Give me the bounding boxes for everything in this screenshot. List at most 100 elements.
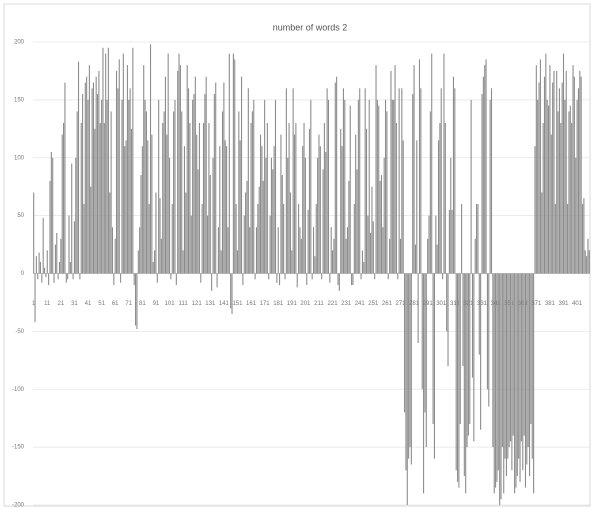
chart-title: number of words 2 — [273, 22, 348, 32]
bar — [140, 175, 142, 274]
bar — [143, 65, 145, 274]
bar — [152, 261, 154, 274]
bar — [455, 273, 457, 471]
bar — [404, 273, 406, 413]
bar — [268, 273, 270, 280]
bar — [57, 273, 59, 280]
bar — [65, 273, 67, 283]
bar — [116, 70, 118, 274]
bar — [552, 82, 554, 274]
bar — [76, 111, 78, 274]
bar — [390, 70, 392, 274]
bar — [124, 146, 126, 274]
bar — [448, 209, 450, 274]
bar — [202, 123, 205, 274]
y-tick-label: 100 — [14, 155, 25, 161]
bar — [466, 273, 468, 448]
bar — [587, 238, 589, 274]
bar — [56, 232, 58, 274]
bar — [136, 273, 138, 330]
bar — [148, 204, 150, 274]
bar — [379, 180, 381, 274]
bar — [120, 273, 122, 283]
x-tick-label: 281 — [409, 301, 420, 307]
bar — [474, 238, 476, 274]
bar — [440, 88, 442, 274]
bar — [338, 273, 340, 291]
x-tick-label: 71 — [125, 301, 132, 307]
bar — [522, 273, 524, 471]
bar — [543, 76, 546, 274]
bar — [41, 273, 43, 283]
x-tick-label: 171 — [260, 301, 271, 307]
bar — [49, 180, 51, 274]
bar — [162, 123, 164, 274]
bar — [283, 204, 285, 274]
bar — [416, 140, 418, 274]
bar — [68, 215, 70, 274]
bar — [98, 70, 100, 274]
bar — [174, 99, 176, 274]
bar — [361, 250, 363, 274]
bar — [450, 157, 452, 274]
bar — [226, 146, 228, 274]
bar — [429, 111, 431, 274]
bar — [101, 99, 103, 274]
bar — [149, 44, 152, 274]
bar — [333, 238, 335, 274]
bar — [118, 59, 120, 274]
bar — [442, 273, 444, 280]
bar — [200, 273, 202, 283]
bar — [405, 273, 407, 471]
bar — [255, 227, 258, 274]
bar — [571, 123, 573, 274]
bar — [409, 273, 411, 448]
bar — [439, 123, 441, 274]
bar — [212, 157, 214, 274]
bar — [58, 261, 61, 274]
bar — [469, 273, 471, 424]
bar — [312, 227, 315, 274]
bar — [477, 204, 479, 274]
bar — [107, 47, 109, 274]
bar — [507, 273, 509, 459]
bar — [113, 273, 115, 286]
bar — [128, 99, 130, 274]
bar — [139, 227, 141, 274]
bar — [531, 273, 533, 459]
bar — [304, 157, 306, 274]
bar — [293, 134, 296, 274]
bar — [575, 157, 577, 274]
bar — [158, 99, 160, 274]
bar — [264, 99, 266, 274]
x-tick-label: 41 — [85, 301, 92, 307]
bar — [332, 250, 334, 274]
bar — [360, 273, 362, 280]
bar — [374, 273, 376, 280]
bar — [265, 157, 267, 274]
bar — [251, 111, 253, 274]
y-tick-label: -100 — [12, 387, 25, 393]
bar — [495, 273, 497, 488]
bar — [83, 204, 85, 274]
bar — [573, 76, 575, 274]
bar — [579, 70, 581, 274]
bar — [173, 111, 175, 274]
bar — [189, 123, 191, 274]
bar — [459, 273, 461, 424]
bar — [156, 273, 158, 283]
bar — [201, 204, 203, 274]
bar — [370, 232, 372, 274]
bar — [245, 192, 247, 274]
bar — [80, 123, 82, 274]
bar — [144, 99, 146, 274]
bar — [50, 151, 52, 274]
bar — [319, 146, 321, 274]
bar — [363, 261, 365, 274]
bar — [553, 70, 555, 274]
bar — [581, 204, 584, 274]
bar — [114, 238, 116, 274]
bar — [145, 111, 147, 274]
bar — [129, 88, 131, 274]
bar — [122, 53, 124, 274]
